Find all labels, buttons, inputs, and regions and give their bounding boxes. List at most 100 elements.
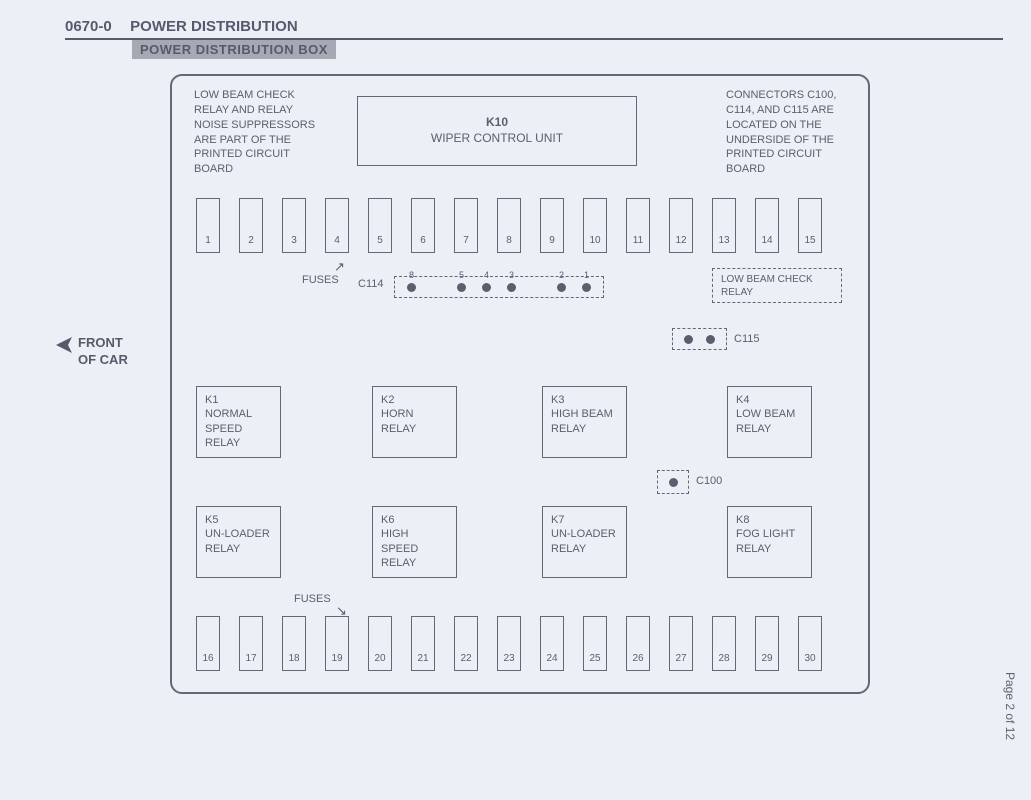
c114-connector: 854321 (394, 276, 604, 298)
fuse-slot: 9 (540, 198, 564, 253)
relay-id: K2 (381, 393, 448, 407)
note-left: LOW BEAM CHECK RELAY AND RELAY NOISE SUP… (194, 88, 324, 177)
c114-pin: 1 (582, 283, 591, 292)
fuse-number: 29 (756, 653, 778, 664)
pin-number: 5 (459, 270, 464, 280)
fuse-slot: 27 (669, 616, 693, 671)
front-line2: OF CAR (78, 352, 128, 367)
k10-unit: K10 WIPER CONTROL UNIT (357, 96, 637, 166)
fuse-number: 1 (197, 235, 219, 246)
fuse-slot: 8 (497, 198, 521, 253)
relay-label: HIGH SPEED RELAY (381, 527, 448, 570)
fuse-number: 7 (455, 235, 477, 246)
relay-k5: K5UN-LOADER RELAY (196, 506, 281, 578)
relay-id: K4 (736, 393, 803, 407)
fuse-slot: 26 (626, 616, 650, 671)
fuse-number: 21 (412, 653, 434, 664)
fuse-slot: 22 (454, 616, 478, 671)
fuse-slot: 14 (755, 198, 779, 253)
fuse-slot: 20 (368, 616, 392, 671)
fuse-slot: 1 (196, 198, 220, 253)
relay-label: UN-LOADER RELAY (205, 527, 272, 556)
fuses-label-top: FUSES (302, 274, 339, 286)
fuse-number: 22 (455, 653, 477, 664)
fuse-row-top: 123456789101112131415 (196, 198, 841, 253)
relay-k1: K1NORMAL SPEED RELAY (196, 386, 281, 458)
fuse-number: 13 (713, 235, 735, 246)
c114-label: C114 (358, 278, 383, 290)
fuses-label-bot: FUSES (294, 593, 331, 605)
relay-label: NORMAL SPEED RELAY (205, 407, 272, 450)
front-arrow-icon (56, 337, 74, 360)
relay-k8: K8FOG LIGHT RELAY (727, 506, 812, 578)
fuse-number: 4 (326, 235, 348, 246)
low-beam-check-relay: LOW BEAM CHECK RELAY (712, 268, 842, 303)
fuse-number: 6 (412, 235, 434, 246)
relay-k2: K2HORN RELAY (372, 386, 457, 458)
fuse-slot: 12 (669, 198, 693, 253)
fuse-number: 20 (369, 653, 391, 664)
fuse-slot: 29 (755, 616, 779, 671)
fuse-number: 12 (670, 235, 692, 246)
fuse-number: 23 (498, 653, 520, 664)
fuse-number: 11 (627, 235, 649, 246)
k10-label: WIPER CONTROL UNIT (358, 131, 636, 147)
relay-k7: K7UN-LOADER RELAY (542, 506, 627, 578)
relay-id: K3 (551, 393, 618, 407)
c100-label: C100 (696, 475, 722, 487)
fuse-number: 2 (240, 235, 262, 246)
relay-label: UN-LOADER RELAY (551, 527, 618, 556)
front-line1: FRONT (78, 335, 123, 350)
fuse-number: 8 (498, 235, 520, 246)
fuse-slot: 17 (239, 616, 263, 671)
c114-pin: 5 (457, 283, 466, 292)
fuse-slot: 5 (368, 198, 392, 253)
pin-number: 1 (584, 270, 589, 280)
subtitle-bar: POWER DISTRIBUTION BOX (132, 40, 336, 59)
relay-label: HORN RELAY (381, 407, 448, 436)
relay-id: K7 (551, 513, 618, 527)
fuse-slot: 18 (282, 616, 306, 671)
fuse-number: 10 (584, 235, 606, 246)
c115-pin (706, 335, 715, 344)
pin-number: 2 (559, 270, 564, 280)
relay-label: HIGH BEAM RELAY (551, 407, 618, 436)
fuse-number: 27 (670, 653, 692, 664)
fuse-number: 19 (326, 653, 348, 664)
fuse-slot: 15 (798, 198, 822, 253)
fuse-slot: 10 (583, 198, 607, 253)
fuse-number: 3 (283, 235, 305, 246)
front-of-car-label: FRONT OF CAR (78, 335, 128, 369)
c115-connector (672, 328, 727, 350)
fuse-slot: 3 (282, 198, 306, 253)
fuse-arrow-top-icon: ↗ (334, 259, 345, 275)
fuse-number: 18 (283, 653, 305, 664)
fuse-slot: 4 (325, 198, 349, 253)
doc-title: POWER DISTRIBUTION (130, 18, 298, 35)
fuse-arrow-bot-icon: ↗ (333, 606, 349, 617)
relay-k4: K4LOW BEAM RELAY (727, 386, 812, 458)
distribution-box: LOW BEAM CHECK RELAY AND RELAY NOISE SUP… (170, 74, 870, 694)
c114-pin: 4 (482, 283, 491, 292)
c114-pin: 8 (407, 283, 416, 292)
relay-label: FOG LIGHT RELAY (736, 527, 803, 556)
fuse-slot: 24 (540, 616, 564, 671)
c100-pin (669, 478, 678, 487)
doc-number: 0670-0 (65, 18, 112, 35)
fuse-slot: 23 (497, 616, 521, 671)
note-right: CONNECTORS C100, C114, AND C115 ARE LOCA… (726, 88, 846, 177)
relay-k3: K3HIGH BEAM RELAY (542, 386, 627, 458)
fuse-slot: 25 (583, 616, 607, 671)
fuse-number: 24 (541, 653, 563, 664)
fuse-number: 14 (756, 235, 778, 246)
fuse-slot: 11 (626, 198, 650, 253)
fuse-number: 30 (799, 653, 821, 664)
page-header: 0670-0 POWER DISTRIBUTION (0, 18, 1031, 40)
fuse-number: 9 (541, 235, 563, 246)
fuse-number: 16 (197, 653, 219, 664)
fuse-slot: 13 (712, 198, 736, 253)
fuse-slot: 7 (454, 198, 478, 253)
c114-pin: 2 (557, 283, 566, 292)
relay-id: K6 (381, 513, 448, 527)
fuse-number: 25 (584, 653, 606, 664)
